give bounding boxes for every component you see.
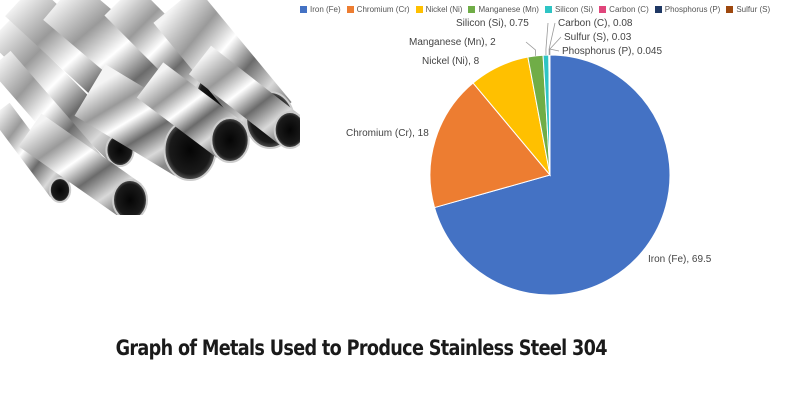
leader-line (548, 22, 556, 56)
legend-item: Iron (Fe) (300, 5, 341, 14)
legend-label: Chromium (Cr) (356, 4, 410, 14)
chart-caption: Graph of Metals Used to Produce Stainles… (115, 336, 608, 360)
legend-swatch (599, 5, 607, 13)
slice-label: Sulfur (S), 0.03 (564, 32, 632, 43)
pie-slice (433, 54, 671, 296)
legend-swatch (300, 5, 307, 13)
slice-label: Nickel (Ni), 8 (422, 56, 480, 67)
pie-slice (429, 82, 551, 209)
leader-line (549, 48, 560, 56)
slice-label: Phosphorus (P), 0.045 (562, 46, 662, 57)
legend-label: Sulfur (S) (736, 4, 771, 14)
slice-label: Iron (Fe), 69.5 (648, 254, 712, 265)
legend-swatch (468, 5, 476, 13)
legend-label: Silicon (Si) (554, 4, 594, 14)
legend-label: Phosphorus (P) (664, 4, 721, 14)
legend-item: Sulfur (S) (726, 5, 770, 14)
legend-swatch (346, 5, 354, 13)
legend-swatch (544, 5, 552, 13)
leader-line (525, 41, 536, 56)
legend-label: Carbon (C) (609, 4, 649, 14)
legend-label: Iron (Fe) (310, 4, 341, 14)
tube (188, 45, 300, 145)
slice-label: Chromium (Cr), 18 (346, 128, 429, 139)
stainless-steel-pipes-photo (0, 0, 300, 215)
legend-item: Nickel (Ni) (415, 4, 463, 14)
leader-lines (525, 22, 562, 56)
slice-label: Silicon (Si), 0.75 (456, 18, 529, 29)
leader-line (545, 22, 549, 56)
legend-swatch (726, 5, 734, 13)
legend-label: Nickel (Ni) (425, 4, 463, 14)
slice-label: Carbon (C), 0.08 (558, 18, 633, 29)
pie-chart: Iron (Fe), 69.5 Chromium (Cr), 18 Nickel (… (346, 18, 712, 296)
legend-item: Manganese (Mn) (468, 4, 539, 14)
leader-line (549, 36, 562, 56)
slice-labels: Iron (Fe), 69.5 Chromium (Cr), 18 Nickel (… (346, 18, 712, 265)
tube-opening (112, 179, 148, 215)
tube (18, 113, 142, 215)
pie-slices (429, 54, 671, 296)
legend-swatch (654, 5, 662, 13)
legend-item: Carbon (C) (599, 5, 649, 14)
tube-opening (210, 117, 250, 163)
legend-item: Phosphorus (P) (654, 4, 721, 14)
legend-item: Silicon (Si) (544, 4, 594, 14)
tube-opening (48, 177, 72, 203)
slice-label: Manganese (Mn), 2 (409, 37, 496, 48)
tube-opening (273, 111, 300, 149)
legend-label: Manganese (Mn) (478, 4, 539, 14)
chart-legend: Iron (Fe) Chromium (Cr) Nickel (Ni) Mangane… (300, 2, 800, 16)
legend-swatch (415, 5, 423, 13)
legend-item: Chromium (Cr) (346, 4, 410, 14)
